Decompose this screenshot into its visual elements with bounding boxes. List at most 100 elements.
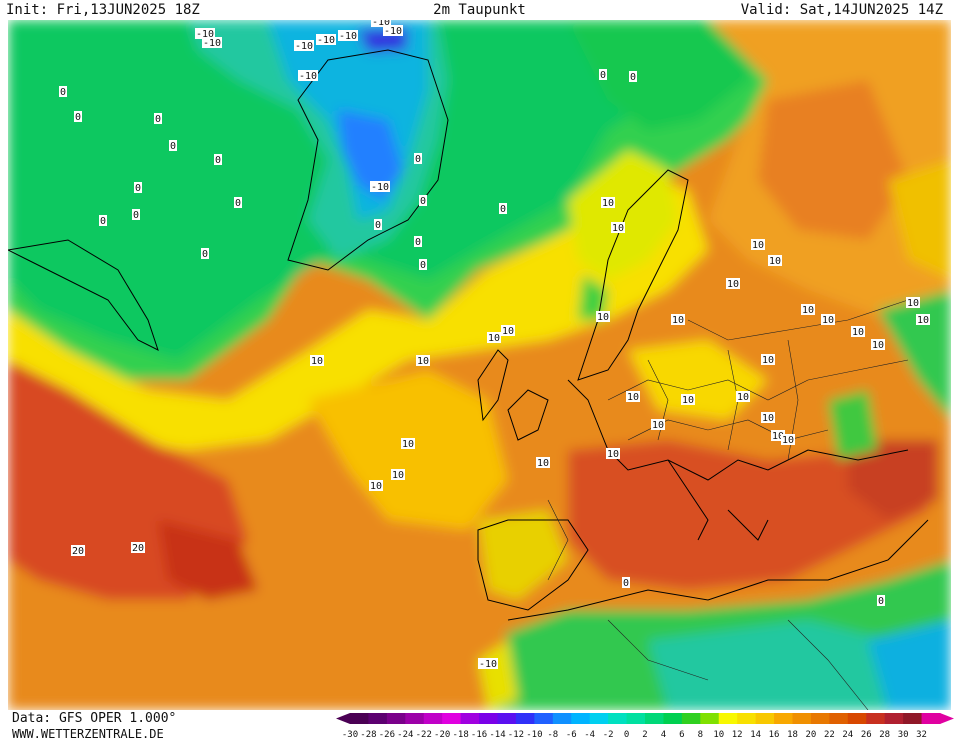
- valid-time-label: Valid: Sat,14JUN2025 14Z: [740, 2, 943, 18]
- contour-label-text: 0: [630, 72, 636, 83]
- legend-color-swatch: [423, 713, 443, 724]
- contour-label: 10: [871, 339, 885, 351]
- contour-label-text: 0: [375, 220, 381, 231]
- contour-label: 0: [414, 236, 422, 248]
- legend-color-swatch: [774, 713, 793, 724]
- contour-label: 10: [391, 469, 405, 481]
- contour-label: 10: [416, 355, 430, 367]
- coastlines: [8, 49, 929, 621]
- contour-label-text: -10: [317, 35, 335, 46]
- legend-tick-label: 28: [879, 730, 890, 740]
- color-scale-legend: -30 -28 -26 -24 -22 -20 -18 -16 -14 -12 -10 -8 -6 -4-…: [336, 713, 954, 740]
- contour-label-text: 10: [769, 256, 781, 267]
- contour-label: -10: [316, 34, 336, 46]
- contour-label: 0: [134, 182, 142, 194]
- contour-label: 10: [736, 391, 750, 403]
- contour-label: -10: [371, 20, 391, 28]
- contour-label: 0: [599, 69, 607, 81]
- legend-color-swatch: [847, 713, 867, 724]
- contour-label: -10: [383, 25, 403, 37]
- contour-label-text: 10: [597, 312, 609, 323]
- contour-label-text: 0: [135, 183, 141, 194]
- contour-label-text: 10: [607, 449, 619, 460]
- contour-label: 10: [821, 314, 835, 326]
- contour-label-text: 10: [762, 413, 774, 424]
- legend-tick-label: 14: [750, 730, 761, 740]
- contour-label: 10: [801, 304, 815, 316]
- legend-color-swatch: [571, 713, 591, 724]
- contour-label-text: 10: [727, 279, 739, 290]
- data-source-label: Data: GFS OPER 1.000°: [12, 711, 177, 726]
- legend-color-swatch: [755, 713, 775, 724]
- legend-tick-label: 12: [732, 730, 743, 740]
- contour-label-text: 0: [215, 155, 221, 166]
- contour-label-text: -10: [372, 20, 390, 28]
- legend-tick-label: -30: [342, 730, 358, 740]
- legend-color-swatch: [663, 713, 683, 724]
- legend-tick-label: 18: [787, 730, 798, 740]
- contour-label-text: 20: [132, 543, 144, 554]
- contour-label-text: 0: [878, 596, 884, 607]
- contour-label: 10: [761, 412, 775, 424]
- contour-label-text: 10: [311, 356, 323, 367]
- contour-label: 0: [201, 248, 209, 260]
- contour-label: 0: [59, 86, 67, 98]
- contour-label: 0: [132, 209, 140, 221]
- contour-label: 10: [401, 438, 415, 450]
- legend-color-swatch: [718, 713, 738, 724]
- legend-tick-label: 30: [898, 730, 909, 740]
- contour-label: 10: [611, 222, 625, 234]
- legend-color-swatch: [608, 713, 628, 724]
- legend-tick-label: -8: [547, 730, 558, 740]
- contour-label-text: 0: [235, 198, 241, 209]
- contour-label: 10: [310, 355, 324, 367]
- legend-tick-label: -18: [452, 730, 468, 740]
- contour-label-text: 0: [60, 87, 66, 98]
- legend-color-swatch: [479, 713, 498, 724]
- legend-tick-label: -12: [508, 730, 524, 740]
- contour-label-text: 10: [370, 481, 382, 492]
- legend-color-swatch: [589, 713, 609, 724]
- contour-label: 10: [626, 391, 640, 403]
- contour-label: 10: [369, 480, 383, 492]
- contour-label: -10: [298, 70, 318, 82]
- legend-tick-label: -26: [379, 730, 395, 740]
- contour-label: -10: [294, 40, 314, 52]
- contour-label: 0: [169, 140, 177, 152]
- contour-label-text: -10: [339, 31, 357, 42]
- contour-label-text: 0: [170, 141, 176, 152]
- contour-label-text: 10: [627, 392, 639, 403]
- contour-label-text: -10: [371, 182, 389, 193]
- contour-label: 10: [906, 297, 920, 309]
- contour-label-text: 10: [652, 420, 664, 431]
- contour-label-text: 10: [752, 240, 764, 251]
- contour-label: 20: [131, 542, 145, 554]
- legend-color-swatch: [515, 713, 535, 724]
- legend-tick-label: 22: [824, 730, 835, 740]
- contour-label: 10: [487, 332, 501, 344]
- contour-label: 0: [154, 113, 162, 125]
- legend-tick-label: 2: [642, 730, 647, 740]
- contour-label-text: 0: [75, 112, 81, 123]
- contour-label-text: 10: [737, 392, 749, 403]
- legend-color-swatch: [792, 713, 812, 724]
- legend-color-swatch: [810, 713, 830, 724]
- legend-color-swatch: [405, 713, 425, 724]
- contour-label: -10: [202, 37, 222, 49]
- contour-label-text: 0: [623, 578, 629, 589]
- legend-color-swatch: [442, 713, 462, 724]
- legend-color-swatch: [368, 713, 388, 724]
- contour-label-text: 0: [420, 196, 426, 207]
- contour-label: 10: [761, 354, 775, 366]
- contour-label-text: 0: [500, 204, 506, 215]
- contour-label-text: 10: [872, 340, 884, 351]
- contour-label-text: -10: [295, 41, 313, 52]
- contour-label: 0: [99, 215, 107, 227]
- contour-label-text: -10: [299, 71, 317, 82]
- contour-label: -10: [195, 28, 215, 40]
- legend-tick-label: 16: [769, 730, 780, 740]
- contour-label: 0: [419, 195, 427, 207]
